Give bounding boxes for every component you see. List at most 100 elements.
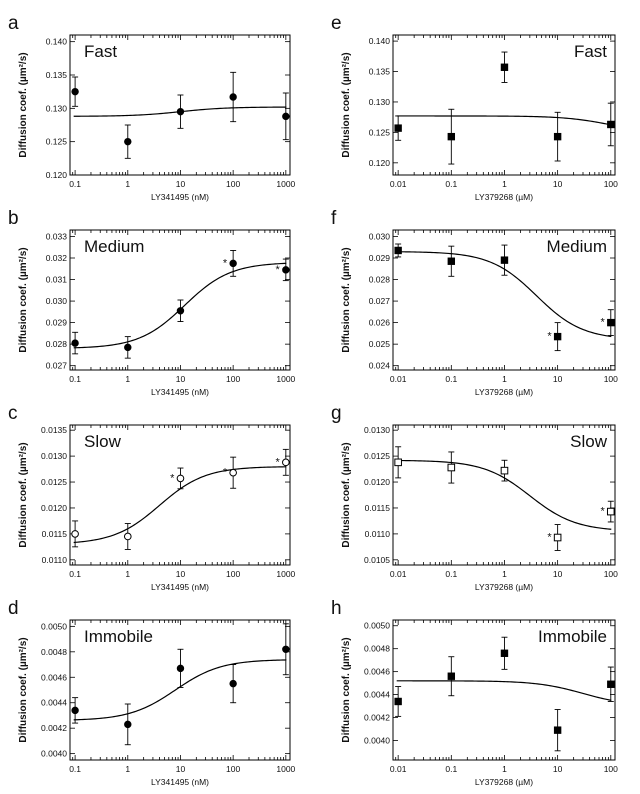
y-tick-label: 0.0120: [364, 477, 390, 487]
chart-panel-h: hImmobile0.010.11101000.00400.00420.0044…: [331, 598, 618, 787]
marker-square: [501, 650, 508, 657]
x-tick-label: 100: [604, 764, 618, 774]
y-tick-label: 0.033: [46, 231, 68, 241]
x-tick-label: 1: [502, 569, 507, 579]
y-tick-label: 0.0135: [41, 425, 67, 435]
marker-circle: [283, 646, 290, 653]
x-tick-label: 100: [604, 569, 618, 579]
y-tick-label: 0.028: [46, 339, 68, 349]
y-tick-label: 0.031: [46, 275, 68, 285]
y-tick-label: 0.030: [369, 231, 391, 241]
data-point: [554, 710, 561, 751]
data-point: [501, 460, 508, 481]
x-axis-label: LY379268 (µM): [475, 192, 533, 202]
y-tick-label: 0.0048: [41, 647, 67, 657]
y-axis-label: Diffusion coef. (µm²/s): [18, 442, 29, 547]
x-tick-label: 0.1: [69, 569, 81, 579]
panel-letter: h: [331, 598, 342, 619]
y-tick-label: 0.0050: [364, 621, 390, 631]
data-point: [395, 687, 402, 717]
x-tick-label: 0.1: [445, 179, 457, 189]
y-axis-label: Diffusion coef. (µm²/s): [341, 637, 352, 742]
x-axis-label: LY341495 (nM): [151, 387, 209, 397]
y-tick-label: 0.0046: [41, 672, 67, 682]
chart-panel-a: aFast0.111010010000.1200.1250.1300.1350.…: [8, 13, 296, 202]
y-axis-label: Diffusion coef. (µm²/s): [341, 247, 352, 352]
marker-circle: [72, 531, 79, 538]
x-tick-label: 0.1: [69, 764, 81, 774]
marker-circle: [230, 680, 237, 687]
y-tick-label: 0.0044: [364, 690, 390, 700]
y-tick-label: 0.120: [46, 170, 68, 180]
x-tick-label: 10: [176, 764, 186, 774]
significance-star: *: [223, 257, 228, 269]
data-point: [501, 52, 508, 82]
marker-square: [554, 133, 561, 140]
x-tick-label: 1: [502, 179, 507, 189]
data-point: [72, 332, 79, 354]
marker-circle: [283, 113, 290, 120]
data-point: [448, 657, 455, 696]
data-point: [124, 704, 131, 745]
x-tick-label: 100: [226, 569, 240, 579]
marker-circle: [124, 138, 131, 145]
y-tick-label: 0.030: [46, 296, 68, 306]
panel-letter: f: [331, 208, 337, 229]
data-point: [448, 109, 455, 164]
data-point: *: [276, 259, 290, 281]
x-axis-label: LY341495 (nM): [151, 777, 209, 787]
marker-square: [501, 64, 508, 71]
panel-title: Immobile: [538, 627, 607, 646]
chart-panel-c: cSlow0.111010010000.01100.01150.01200.01…: [8, 403, 296, 592]
y-tick-label: 0.0125: [364, 451, 390, 461]
x-tick-label: 10: [176, 374, 186, 384]
y-tick-label: 0.029: [46, 318, 68, 328]
marker-square: [607, 121, 614, 128]
chart-panel-d: dImmobile0.111010010000.00400.00420.0044…: [8, 598, 296, 787]
fit-curve: [397, 681, 612, 701]
y-tick-label: 0.0110: [42, 555, 68, 565]
panel-letter: g: [331, 403, 342, 424]
y-axis-label: Diffusion coef. (µm²/s): [18, 637, 29, 742]
y-tick-label: 0.135: [369, 67, 391, 77]
data-point: *: [170, 468, 184, 489]
x-tick-label: 0.01: [390, 374, 407, 384]
panel-title: Medium: [547, 237, 607, 256]
x-tick-label: 10: [553, 764, 563, 774]
y-axis-label: Diffusion coef. (µm²/s): [341, 442, 352, 547]
y-tick-label: 0.0042: [41, 723, 67, 733]
y-axis-label: Diffusion coef. (µm²/s): [18, 52, 29, 157]
marker-circle: [177, 665, 184, 672]
significance-star: *: [601, 317, 606, 329]
marker-circle: [283, 459, 290, 466]
y-tick-label: 0.120: [369, 158, 391, 168]
fit-curve: [397, 252, 612, 337]
x-axis-label: LY341495 (nM): [151, 582, 209, 592]
marker-circle: [124, 533, 131, 540]
x-tick-label: 10: [553, 569, 563, 579]
x-tick-label: 0.01: [390, 179, 407, 189]
x-tick-label: 0.1: [445, 374, 457, 384]
x-tick-label: 10: [176, 569, 186, 579]
x-tick-label: 0.1: [69, 179, 81, 189]
y-tick-label: 0.0042: [364, 713, 390, 723]
marker-circle: [124, 344, 131, 351]
y-tick-label: 0.0115: [42, 529, 68, 539]
data-point: [448, 246, 455, 276]
marker-square: [501, 257, 508, 264]
y-tick-label: 0.125: [369, 127, 391, 137]
panel-title: Slow: [84, 432, 122, 451]
data-point: [283, 93, 290, 140]
marker-square: [448, 673, 455, 680]
y-tick-label: 0.0040: [41, 749, 67, 759]
x-tick-label: 1: [125, 764, 130, 774]
marker-square: [554, 333, 561, 340]
y-tick-label: 0.0125: [41, 477, 67, 487]
data-point: [72, 521, 79, 547]
y-tick-label: 0.0120: [41, 503, 67, 513]
x-tick-label: 10: [176, 179, 186, 189]
significance-star: *: [170, 472, 175, 484]
y-tick-label: 0.130: [46, 103, 68, 113]
x-tick-label: 0.1: [445, 764, 457, 774]
